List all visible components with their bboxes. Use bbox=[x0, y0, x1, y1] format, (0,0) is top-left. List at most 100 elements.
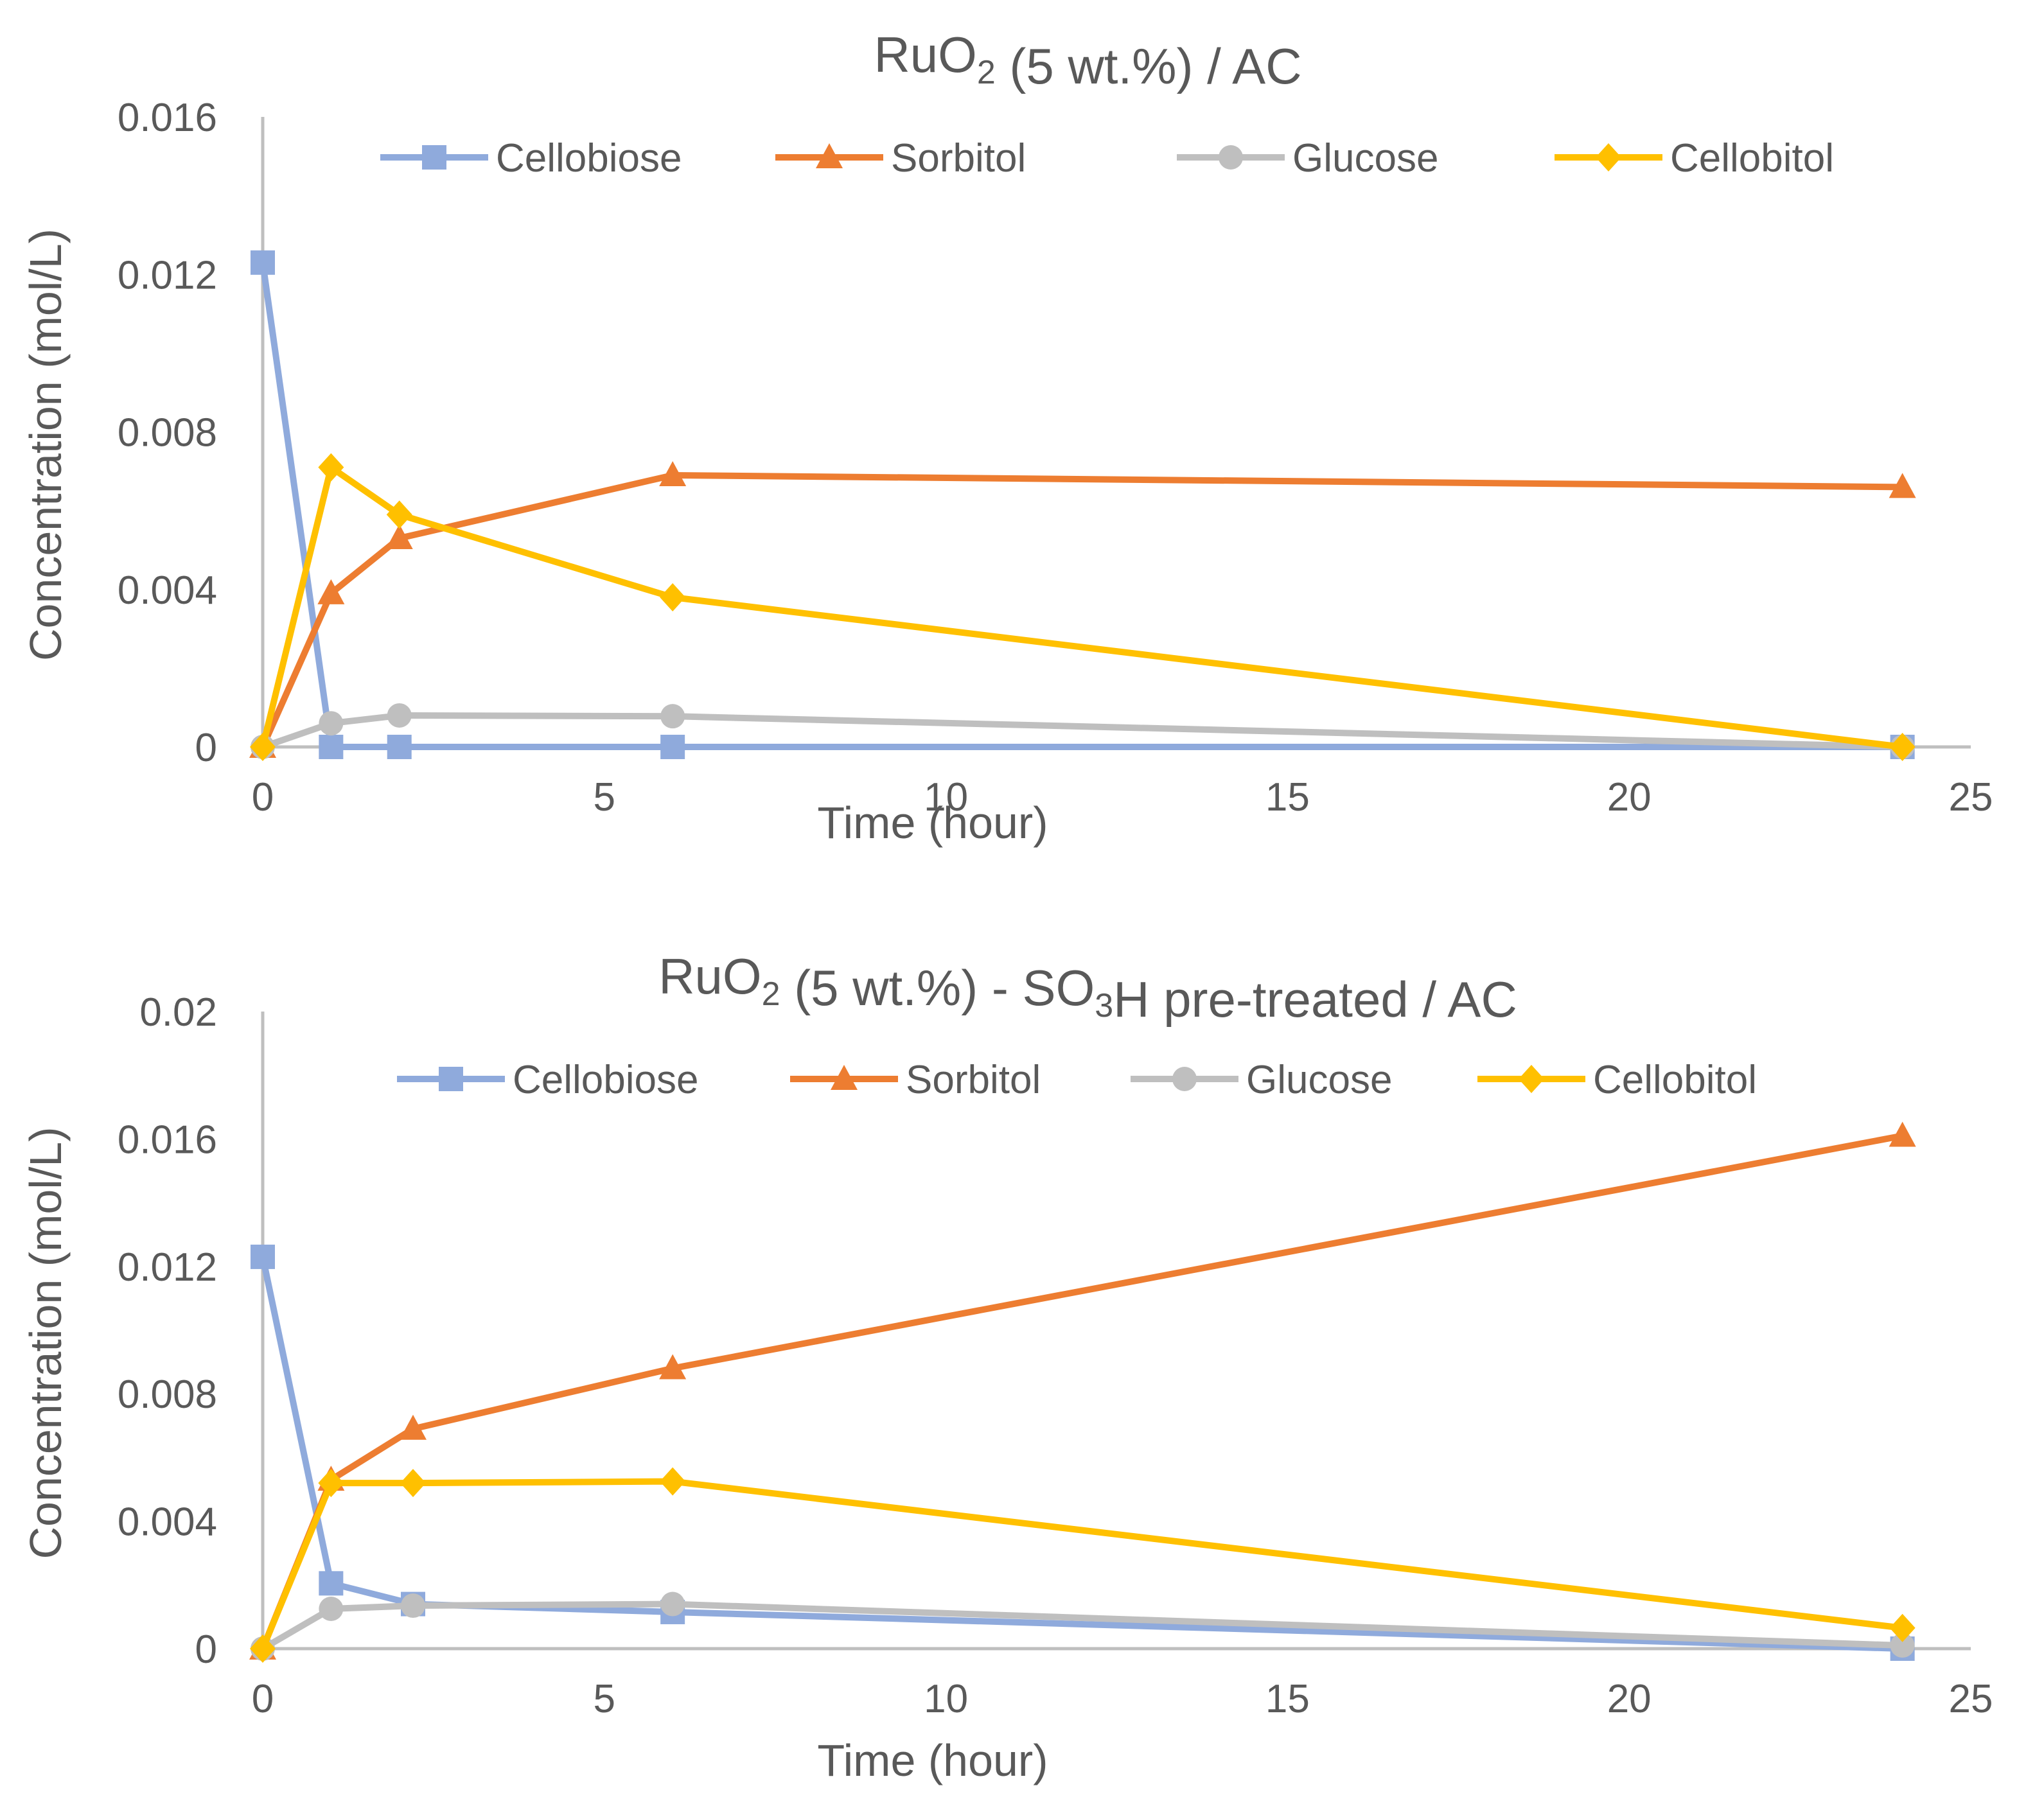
series-cellobitol bbox=[250, 453, 1916, 761]
x-tick-label: 0 bbox=[252, 1677, 274, 1721]
legend-item-cellobitol: Cellobitol bbox=[1555, 136, 1834, 180]
data-point bbox=[399, 1414, 427, 1440]
title-text: H pre-treated / AC bbox=[1113, 971, 1517, 1028]
legend-marker bbox=[816, 143, 843, 168]
series-line bbox=[260, 1132, 1903, 1650]
legend-label: Sorbitol bbox=[891, 136, 1026, 180]
data-point bbox=[659, 1354, 687, 1380]
legend-marker bbox=[422, 145, 446, 170]
title-text: (5 wt.%) / AC bbox=[996, 38, 1302, 94]
data-point bbox=[660, 583, 686, 612]
legend-marker bbox=[1219, 145, 1243, 170]
series-sorbitol bbox=[249, 460, 1916, 758]
data-point bbox=[659, 460, 687, 486]
data-point bbox=[251, 1244, 275, 1269]
data-point bbox=[387, 735, 412, 759]
title-subscript: 2 bbox=[762, 976, 780, 1013]
legend-label: Cellobitol bbox=[1593, 1058, 1757, 1102]
data-point bbox=[1890, 1633, 1915, 1658]
series-glucose bbox=[251, 703, 1915, 759]
series-line bbox=[260, 464, 1903, 750]
data-point bbox=[251, 250, 275, 275]
x-tick-label: 0 bbox=[252, 775, 274, 820]
legend-marker bbox=[1519, 1065, 1544, 1093]
data-point bbox=[317, 579, 345, 604]
legend-item-glucose: Glucose bbox=[1131, 1058, 1392, 1102]
legend-label: Glucose bbox=[1246, 1058, 1392, 1102]
data-point bbox=[319, 735, 344, 759]
series-sorbitol bbox=[249, 1121, 1916, 1660]
data-point bbox=[1889, 1121, 1916, 1147]
y-tick-label: 0.008 bbox=[118, 411, 217, 455]
chart-1: RuO2 (5 wt.%) / AC 0 0.004 0.008 0.012 0.016 0… bbox=[21, 26, 1993, 848]
y-tick-label: 0.02 bbox=[139, 990, 217, 1035]
y-tick-label: 0.012 bbox=[118, 1245, 217, 1290]
data-point bbox=[400, 1593, 425, 1618]
series-cellobiose bbox=[251, 250, 1915, 759]
y-tick-label: 0.016 bbox=[118, 1118, 217, 1162]
y-tick-label: 0.008 bbox=[118, 1372, 217, 1417]
y-tick-label: 0.016 bbox=[118, 96, 217, 140]
x-axis-title: Time (hour) bbox=[817, 798, 1048, 848]
x-tick-label: 15 bbox=[1265, 775, 1310, 820]
data-point bbox=[319, 1597, 344, 1621]
title-text: RuO bbox=[874, 26, 976, 83]
data-point bbox=[660, 735, 685, 759]
data-point bbox=[318, 1469, 344, 1498]
y-tick-label: 0 bbox=[195, 726, 217, 770]
x-tick-label: 15 bbox=[1265, 1677, 1310, 1721]
x-tick-label: 20 bbox=[1607, 1677, 1652, 1721]
y-tick-label: 0 bbox=[195, 1627, 217, 1672]
x-tick-label: 5 bbox=[594, 1677, 615, 1721]
title-text: (5 wt.%) - SO bbox=[780, 960, 1095, 1016]
y-axis-title: Concentration (mol/L) bbox=[21, 1127, 71, 1559]
series-cellobitol bbox=[250, 1467, 1916, 1663]
x-tick-label: 25 bbox=[1949, 1677, 1993, 1721]
chart-2: RuO2 (5 wt.%) - SO3H pre-treated / AC 0 0.… bbox=[21, 948, 1993, 1785]
legend-item-cellobitol: Cellobitol bbox=[1477, 1058, 1757, 1102]
chart-title: RuO2 (5 wt.%) / AC bbox=[874, 26, 1301, 94]
data-point bbox=[1889, 733, 1916, 761]
title-subscript: 3 bbox=[1095, 987, 1113, 1024]
legend-item-sorbitol: Sorbitol bbox=[790, 1058, 1041, 1102]
title-text: RuO bbox=[658, 948, 761, 1004]
x-tick-label: 25 bbox=[1949, 775, 1993, 820]
legend-label: Cellobiose bbox=[496, 136, 682, 180]
legend-item-glucose: Glucose bbox=[1177, 136, 1438, 180]
data-point bbox=[385, 524, 413, 550]
data-point bbox=[319, 711, 344, 736]
x-tick-label: 10 bbox=[924, 1677, 968, 1721]
y-tick-label: 0.004 bbox=[118, 1500, 217, 1545]
series-line bbox=[260, 471, 1903, 749]
x-tick-label: 5 bbox=[594, 775, 615, 820]
y-tick-label: 0.004 bbox=[118, 568, 217, 613]
data-point bbox=[1889, 1613, 1916, 1642]
data-point bbox=[319, 1571, 344, 1596]
legend-marker bbox=[831, 1065, 858, 1090]
x-tick-label: 10 bbox=[924, 775, 968, 820]
data-point bbox=[250, 733, 276, 761]
data-point bbox=[386, 500, 412, 529]
data-point bbox=[1889, 473, 1916, 498]
legend-label: Cellobiose bbox=[513, 1058, 699, 1102]
legend-item-sorbitol: Sorbitol bbox=[775, 136, 1026, 180]
legend-marker bbox=[1596, 143, 1621, 171]
legend-label: Cellobitol bbox=[1670, 136, 1834, 180]
title-subscript: 2 bbox=[977, 54, 996, 91]
legend-marker bbox=[1172, 1067, 1197, 1091]
x-tick-label: 20 bbox=[1607, 775, 1652, 820]
legend-marker bbox=[439, 1067, 463, 1091]
data-point bbox=[660, 1467, 686, 1496]
data-point bbox=[400, 1469, 426, 1498]
data-point bbox=[387, 703, 412, 728]
data-point bbox=[660, 704, 685, 729]
legend-label: Sorbitol bbox=[906, 1058, 1041, 1102]
legend-item-cellobiose: Cellobiose bbox=[397, 1058, 699, 1102]
data-point bbox=[250, 1635, 276, 1663]
chart-title: RuO2 (5 wt.%) - SO3H pre-treated / AC bbox=[658, 948, 1517, 1028]
y-tick-label: 0.012 bbox=[118, 253, 217, 297]
series-line bbox=[260, 262, 1903, 750]
data-point bbox=[660, 1591, 685, 1617]
series-line bbox=[260, 1256, 1903, 1652]
